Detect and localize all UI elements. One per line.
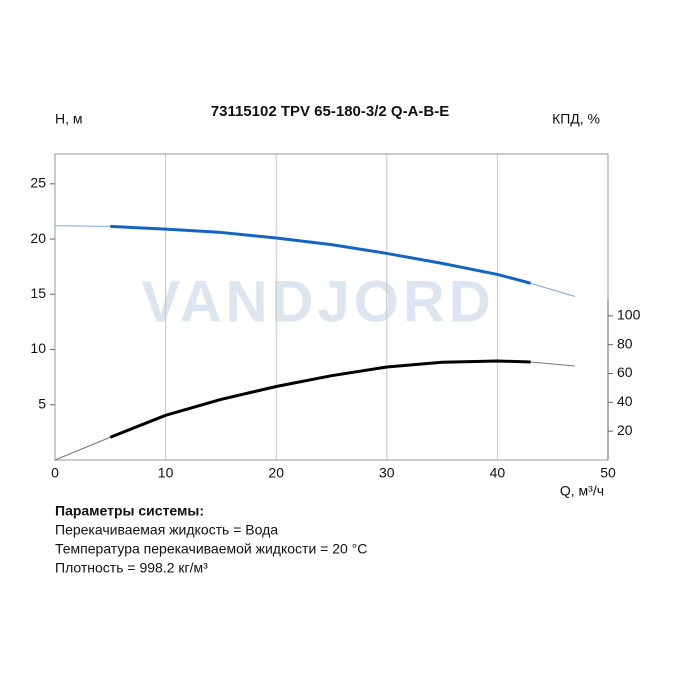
y2-tick-label: 40 — [617, 393, 633, 409]
watermark: VANDJORD — [141, 269, 494, 334]
x-tick-label: 50 — [600, 465, 616, 481]
parameter-line: Температура перекачиваемой жидкости = 20… — [55, 541, 367, 557]
curve — [110, 224, 531, 285]
y-tick-label: 10 — [30, 340, 46, 356]
x-axis-label: Q, м³/ч — [560, 483, 604, 499]
chart-title: 73115102 TPV 65-180-3/2 Q-A-B-E — [211, 103, 449, 120]
curve — [54, 360, 575, 461]
x-tick-label: 40 — [490, 465, 506, 481]
x-tick-label: 10 — [158, 465, 174, 481]
y2-axis-label: КПД, % — [552, 111, 600, 127]
curve — [109, 359, 531, 439]
y2-tick-label: 80 — [617, 335, 633, 351]
y-tick-label: 5 — [38, 395, 46, 411]
x-tick-label: 0 — [51, 465, 59, 481]
y-tick-label: 20 — [30, 230, 46, 246]
x-tick-label: 30 — [379, 465, 395, 481]
x-tick-label: 20 — [268, 465, 284, 481]
y2-tick-label: 20 — [617, 422, 633, 438]
parameter-line: Плотность = 998.2 кг/м³ — [55, 560, 208, 576]
y2-tick-label: 100 — [617, 307, 641, 323]
y-axis-label: Н, м — [55, 111, 83, 127]
y-tick-label: 25 — [30, 175, 46, 191]
y2-tick-label: 60 — [617, 364, 633, 380]
y-tick-label: 15 — [30, 285, 46, 301]
parameter-line: Перекачиваемая жидкость = Вода — [55, 522, 278, 538]
parameters-heading: Параметры системы: — [55, 503, 204, 519]
